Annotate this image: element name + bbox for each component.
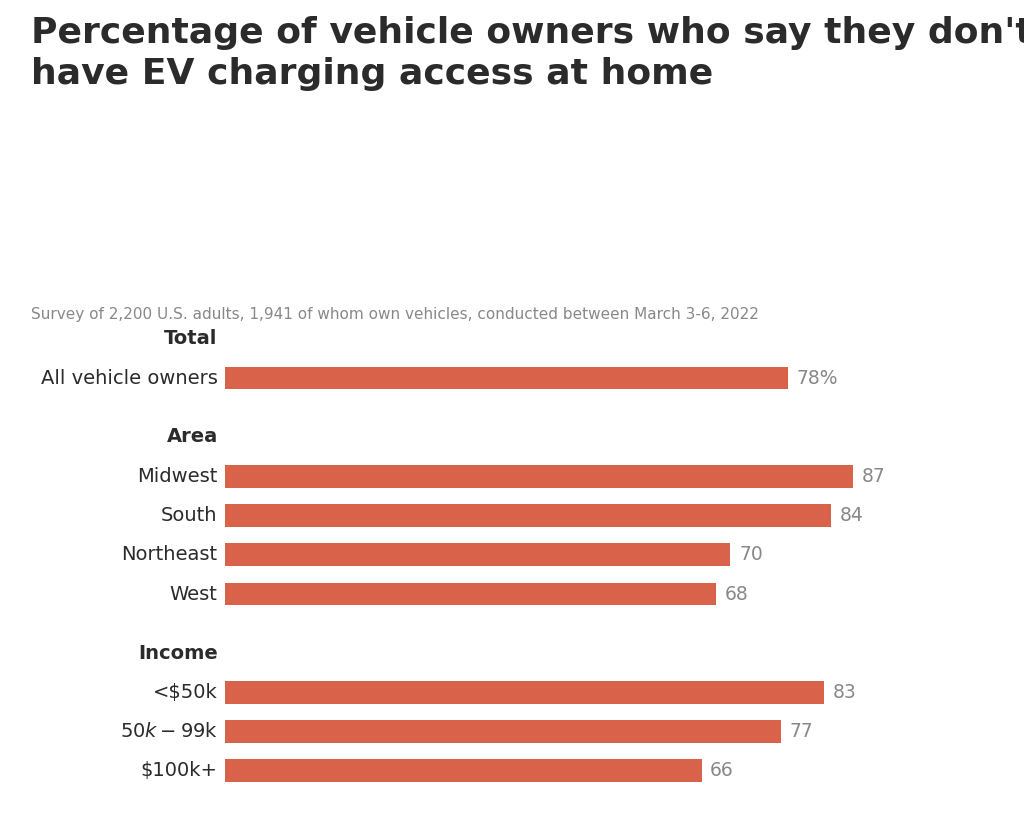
Text: Percentage of vehicle owners who say they don't
have EV charging access at home: Percentage of vehicle owners who say the…: [31, 16, 1024, 91]
Bar: [225, 367, 788, 389]
Text: 66: 66: [711, 762, 734, 781]
Bar: [225, 465, 853, 487]
Text: 83: 83: [833, 683, 857, 702]
Text: 77: 77: [790, 722, 813, 741]
Bar: [225, 505, 831, 527]
Text: Midwest: Midwest: [137, 467, 218, 486]
Text: 84: 84: [840, 506, 864, 525]
Text: $100k+: $100k+: [140, 762, 218, 781]
Bar: [225, 582, 716, 605]
Text: 87: 87: [862, 467, 886, 486]
Text: All vehicle owners: All vehicle owners: [41, 369, 218, 387]
Text: Survey of 2,200 U.S. adults, 1,941 of whom own vehicles, conducted between March: Survey of 2,200 U.S. adults, 1,941 of wh…: [31, 307, 759, 322]
Bar: [225, 681, 824, 704]
Text: $50k-$99k: $50k-$99k: [120, 722, 218, 741]
Bar: [225, 543, 730, 566]
Text: Northeast: Northeast: [122, 545, 218, 564]
Text: South: South: [161, 506, 218, 525]
Bar: [225, 720, 781, 743]
Bar: [225, 759, 701, 782]
Text: West: West: [170, 585, 218, 604]
Text: Total: Total: [164, 329, 218, 348]
Text: 78%: 78%: [797, 369, 839, 387]
Text: <$50k: <$50k: [153, 683, 218, 702]
Text: Income: Income: [138, 644, 218, 663]
Text: 68: 68: [725, 585, 749, 604]
Text: Area: Area: [167, 428, 218, 446]
Text: 70: 70: [739, 545, 763, 564]
